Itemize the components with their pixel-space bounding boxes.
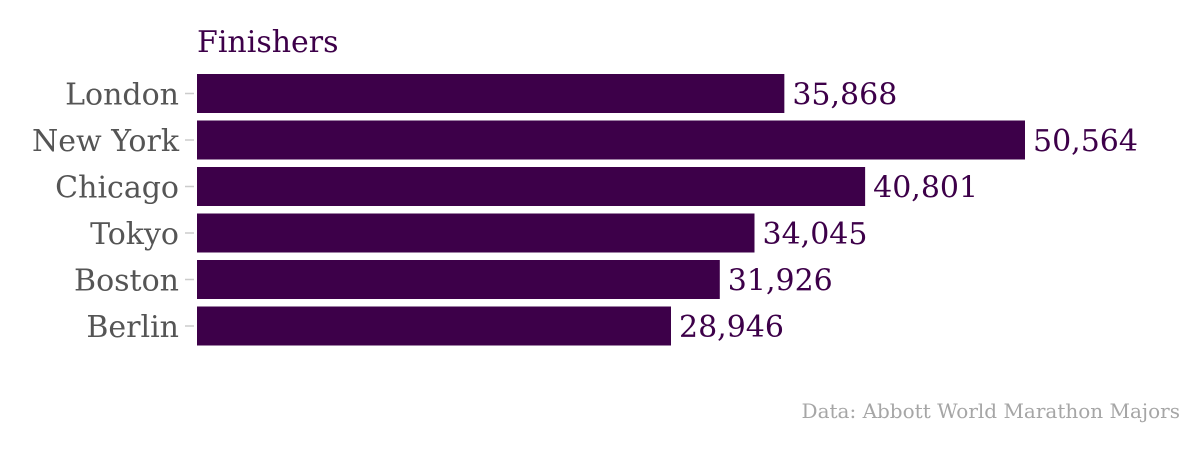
category-label: London: [65, 78, 179, 113]
category-label: Tokyo: [90, 217, 179, 252]
bar: [197, 260, 720, 299]
category-label: New York: [32, 124, 180, 159]
bar: [197, 213, 755, 253]
value-label: 50,564: [1033, 124, 1138, 159]
value-label: 31,926: [728, 264, 833, 299]
bar: [197, 74, 785, 113]
bar: [197, 306, 671, 346]
value-label: 28,946: [679, 310, 784, 345]
category-label: Boston: [74, 264, 179, 299]
source-note: Data: Abbott World Marathon Majors: [802, 399, 1180, 423]
value-label: 34,045: [762, 217, 867, 252]
chart-title: Finishers: [197, 25, 339, 60]
bars-group: London 35,868 New York 50,564 Chicago 40,801 T…: [32, 74, 1138, 346]
bar: [197, 167, 866, 206]
value-label: 35,868: [792, 78, 897, 113]
bar: [197, 120, 1025, 160]
value-label: 40,801: [873, 171, 978, 206]
category-label: Berlin: [86, 310, 179, 345]
category-label: Chicago: [55, 171, 179, 206]
